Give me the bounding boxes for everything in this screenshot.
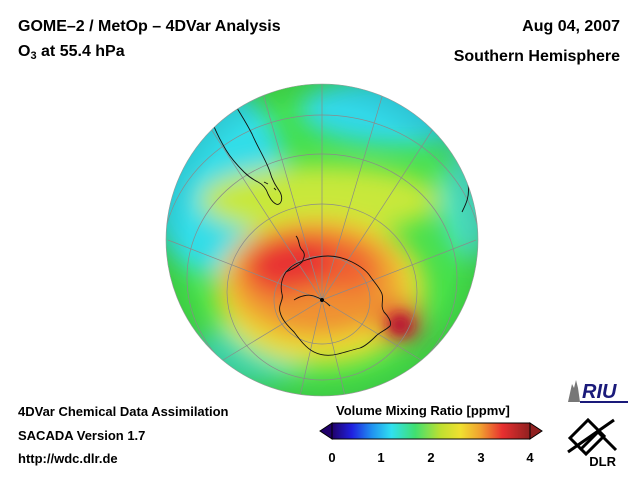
antarctic-peninsula-coastline [285, 235, 305, 273]
hemisphere-label: Southern Hemisphere [453, 48, 620, 65]
map-title: GOME–2 / MetOp – 4DVar Analysis [18, 18, 281, 35]
footer-version-label: SACADA Version 1.7 [18, 428, 146, 443]
riu-logo-text: RIU [582, 381, 617, 403]
colorbar-tick-label: 1 [377, 450, 385, 465]
ozone-globe-map [165, 83, 479, 397]
antarctica-coastline [279, 255, 391, 356]
map-subtitle: O3 at 55.4 hPa [18, 43, 125, 62]
riu-cathedral-icon [568, 380, 580, 402]
meridian [321, 239, 477, 301]
weddell-island-chain [263, 181, 277, 191]
subtitle-level: at 55.4 hPa [36, 43, 125, 60]
colorbar-over-arrow [529, 422, 543, 440]
footer-assimilation-label: 4DVar Chemical Data Assimilation [18, 404, 229, 419]
analysis-date: Aug 04, 2007 [522, 18, 620, 35]
footer-url-label: http://wdc.dlr.de [18, 451, 118, 466]
colorbar-gradient [331, 422, 531, 440]
ross-ice-shelf-outline [293, 294, 331, 307]
colorbar-tick-label: 4 [526, 450, 534, 465]
meridian [321, 89, 385, 301]
meridian [167, 239, 323, 301]
dlr-logo: DLR [567, 417, 618, 468]
colorbar-tick-label: 2 [427, 450, 435, 465]
south-pole-marker [320, 298, 324, 302]
south-america-coastline [209, 99, 283, 205]
colorbar-under-arrow [319, 422, 333, 440]
colorbar-title: Volume Mixing Ratio [ppmv] [336, 403, 510, 418]
colorbar [319, 422, 543, 440]
dlr-logo-text: DLR [589, 454, 616, 468]
meridian [261, 89, 323, 301]
globe-outline [165, 83, 479, 397]
meridian [199, 111, 323, 301]
dlr-emblem-icon [567, 417, 618, 457]
riu-logo: RIU [568, 380, 628, 403]
graticule [166, 84, 478, 396]
subtitle-species: O [18, 43, 31, 60]
meridian [321, 111, 445, 301]
colorbar-tick-label: 0 [328, 450, 336, 465]
meridian [299, 299, 323, 396]
colorbar-tick-label: 3 [477, 450, 485, 465]
subtitle-species-subscript: 3 [30, 50, 37, 62]
meridian [321, 299, 346, 396]
